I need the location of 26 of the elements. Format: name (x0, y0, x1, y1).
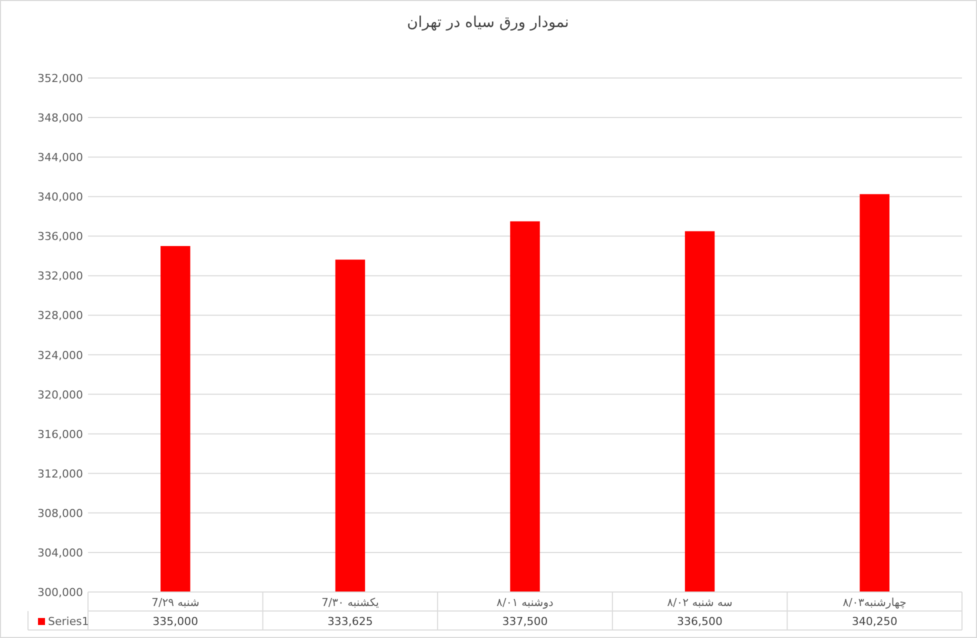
chart-title: نمودار ورق سیاه در تهران (407, 13, 569, 31)
data-label: 335,000 (152, 615, 198, 628)
y-tick-label: 324,000 (38, 348, 83, 362)
x-tick-label: دوشنبه ۸/۰۱ (496, 596, 554, 609)
y-tick-label: 328,000 (38, 309, 83, 322)
data-label: 336,500 (677, 615, 723, 628)
y-tick-label: 340,000 (38, 190, 83, 204)
y-tick-label: 300,000 (38, 586, 83, 599)
y-tick-label: 304,000 (38, 546, 83, 560)
y-tick-label: 344,000 (38, 151, 83, 164)
data-label: 333,625 (327, 615, 373, 628)
y-tick-label: 332,000 (38, 270, 83, 283)
x-tick-label: یکشنبه 7/۳۰ (321, 596, 379, 609)
data-label: 337,500 (502, 615, 548, 628)
y-tick-label: 316,000 (38, 428, 83, 441)
x-tick-label: چهارشنبه۸/۰۳ (842, 596, 906, 609)
y-tick-label: 348,000 (38, 112, 83, 125)
y-tick-label: 312,000 (38, 467, 83, 480)
data-label: 340,250 (852, 615, 898, 628)
y-tick-label: 320,000 (38, 388, 83, 402)
x-tick-label: سه شنبه ۸/۰۲ (667, 596, 732, 609)
y-tick-label: 352,000 (38, 72, 83, 85)
legend-label: Series1 (48, 615, 89, 628)
x-tick-label: شنبه 7/۲۹ (152, 596, 200, 609)
y-tick-label: 336,000 (38, 230, 83, 244)
y-tick-label: 308,000 (38, 506, 83, 520)
